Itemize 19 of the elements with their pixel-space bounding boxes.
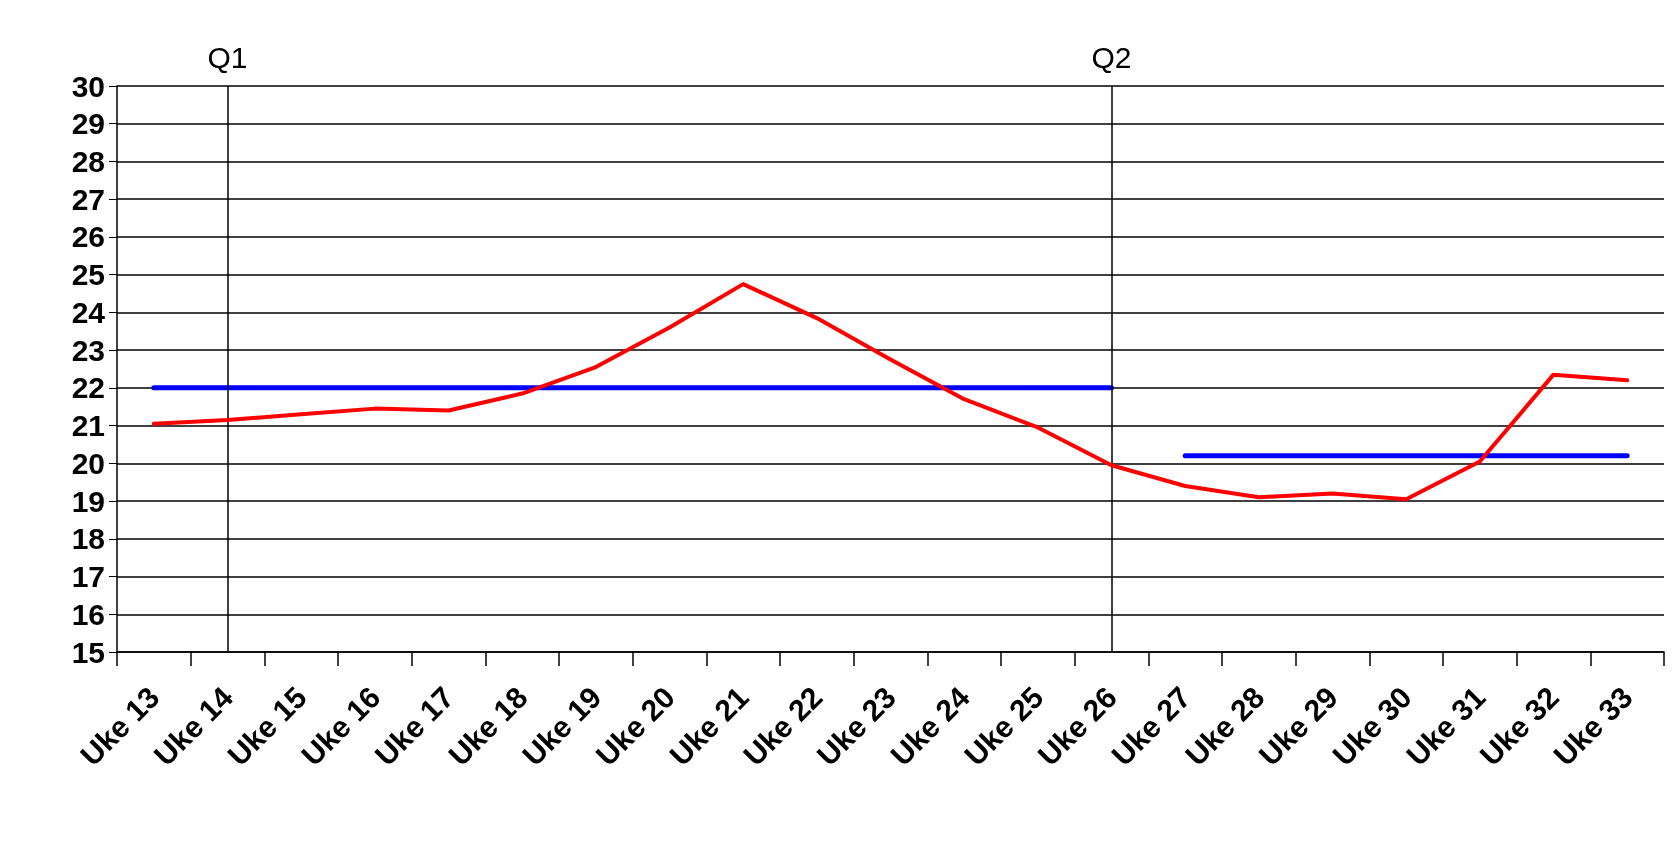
y-tick-label: 21 [71, 409, 105, 443]
y-tick-label: 23 [71, 333, 105, 367]
y-tick-label: 27 [71, 182, 105, 216]
y-tick-label: 18 [71, 522, 105, 556]
y-tick-label: 25 [71, 258, 105, 292]
y-tick-label: 19 [71, 484, 105, 518]
y-tick-label: 17 [71, 560, 105, 594]
y-tick-label: 16 [71, 597, 105, 631]
ref-line-label: Q1 [207, 40, 248, 74]
y-tick-label: 15 [71, 635, 105, 669]
y-tick-label: 29 [71, 107, 105, 141]
line-series [151, 282, 1630, 502]
y-tick-label: 26 [71, 220, 105, 254]
y-tick-label: 24 [71, 295, 106, 329]
ref-line-label: Q2 [1091, 40, 1132, 74]
y-tick-label: 22 [71, 371, 105, 405]
y-tick-label: 30 [71, 69, 105, 103]
y-tick-label: 28 [71, 144, 105, 178]
y-tick-label: 20 [71, 446, 105, 480]
